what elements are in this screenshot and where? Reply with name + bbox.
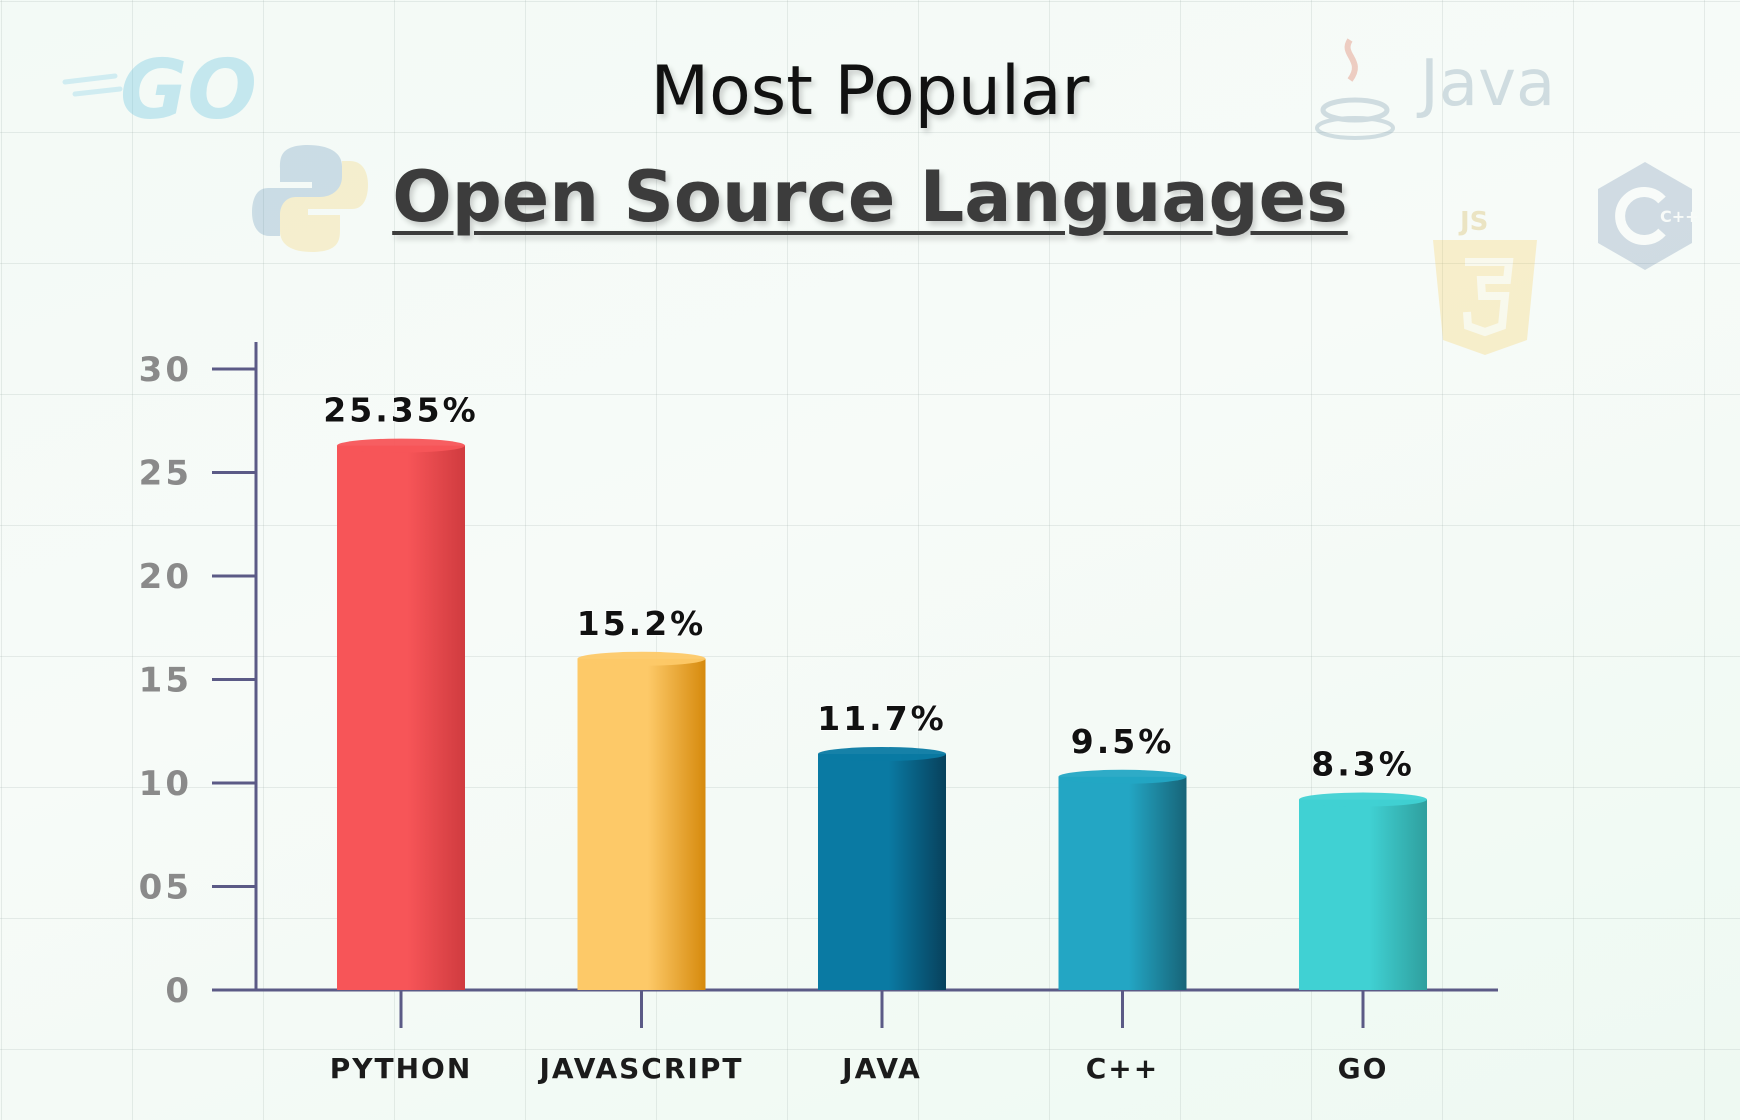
y-tick-label: 10: [139, 764, 192, 804]
x-tick-label: PYTHON: [330, 1052, 473, 1085]
y-tick-label: 20: [139, 557, 192, 597]
bar-cpp: [1058, 776, 1187, 990]
bar-javascript: [577, 658, 706, 990]
svg-text:JS: JS: [1458, 207, 1488, 237]
chart-labels: 25.35% PYTHON 15.2% JAVASCRIPT 11.7% JAVA 9.5%…: [322, 390, 1415, 1085]
bar-cap: [818, 747, 946, 762]
y-tick-label: 0: [165, 971, 192, 1011]
bar-python: [337, 445, 465, 991]
svg-text:C++: C++: [1660, 207, 1699, 226]
svg-text:GO: GO: [120, 43, 257, 130]
data-label: 9.5%: [1071, 722, 1175, 761]
y-tick-label: 05: [139, 868, 192, 908]
javascript-logo-watermark: JS: [1433, 207, 1537, 355]
x-tick-label: GO: [1338, 1052, 1389, 1085]
python-logo-watermark: [252, 145, 368, 252]
chart-bars: [337, 438, 1427, 991]
x-tick-label: JAVASCRIPT: [538, 1052, 744, 1085]
bar-cap: [337, 438, 465, 453]
chart-title: Most Popular: [650, 52, 1090, 131]
bar-cap: [1299, 792, 1427, 807]
bar-cap: [577, 651, 706, 666]
data-label: 8.3%: [1311, 745, 1415, 784]
data-label: 11.7%: [817, 699, 947, 738]
cpp-logo-watermark: C++: [1598, 162, 1699, 270]
y-tick-label: 15: [139, 661, 192, 701]
chart-subtitle-text: Open Source Languages: [392, 156, 1348, 238]
chart-subtitle: Open Source Languages: [0, 156, 1740, 238]
data-label: 25.35%: [323, 391, 478, 430]
x-tick-label: C++: [1086, 1052, 1159, 1085]
bar-go: [1299, 799, 1427, 990]
java-logo-watermark: Java: [1315, 38, 1555, 140]
bar-cap: [1058, 769, 1187, 784]
go-logo-watermark: GO: [62, 43, 257, 130]
y-tick-label: 25: [139, 454, 192, 494]
y-tick-label: 30: [139, 350, 192, 390]
bar-java: [818, 754, 946, 990]
data-label: 15.2%: [577, 604, 707, 643]
svg-text:Java: Java: [1416, 47, 1555, 121]
chart-axes: 0 05 10 15 20 25 30: [139, 342, 1498, 1028]
x-tick-label: JAVA: [840, 1052, 922, 1085]
